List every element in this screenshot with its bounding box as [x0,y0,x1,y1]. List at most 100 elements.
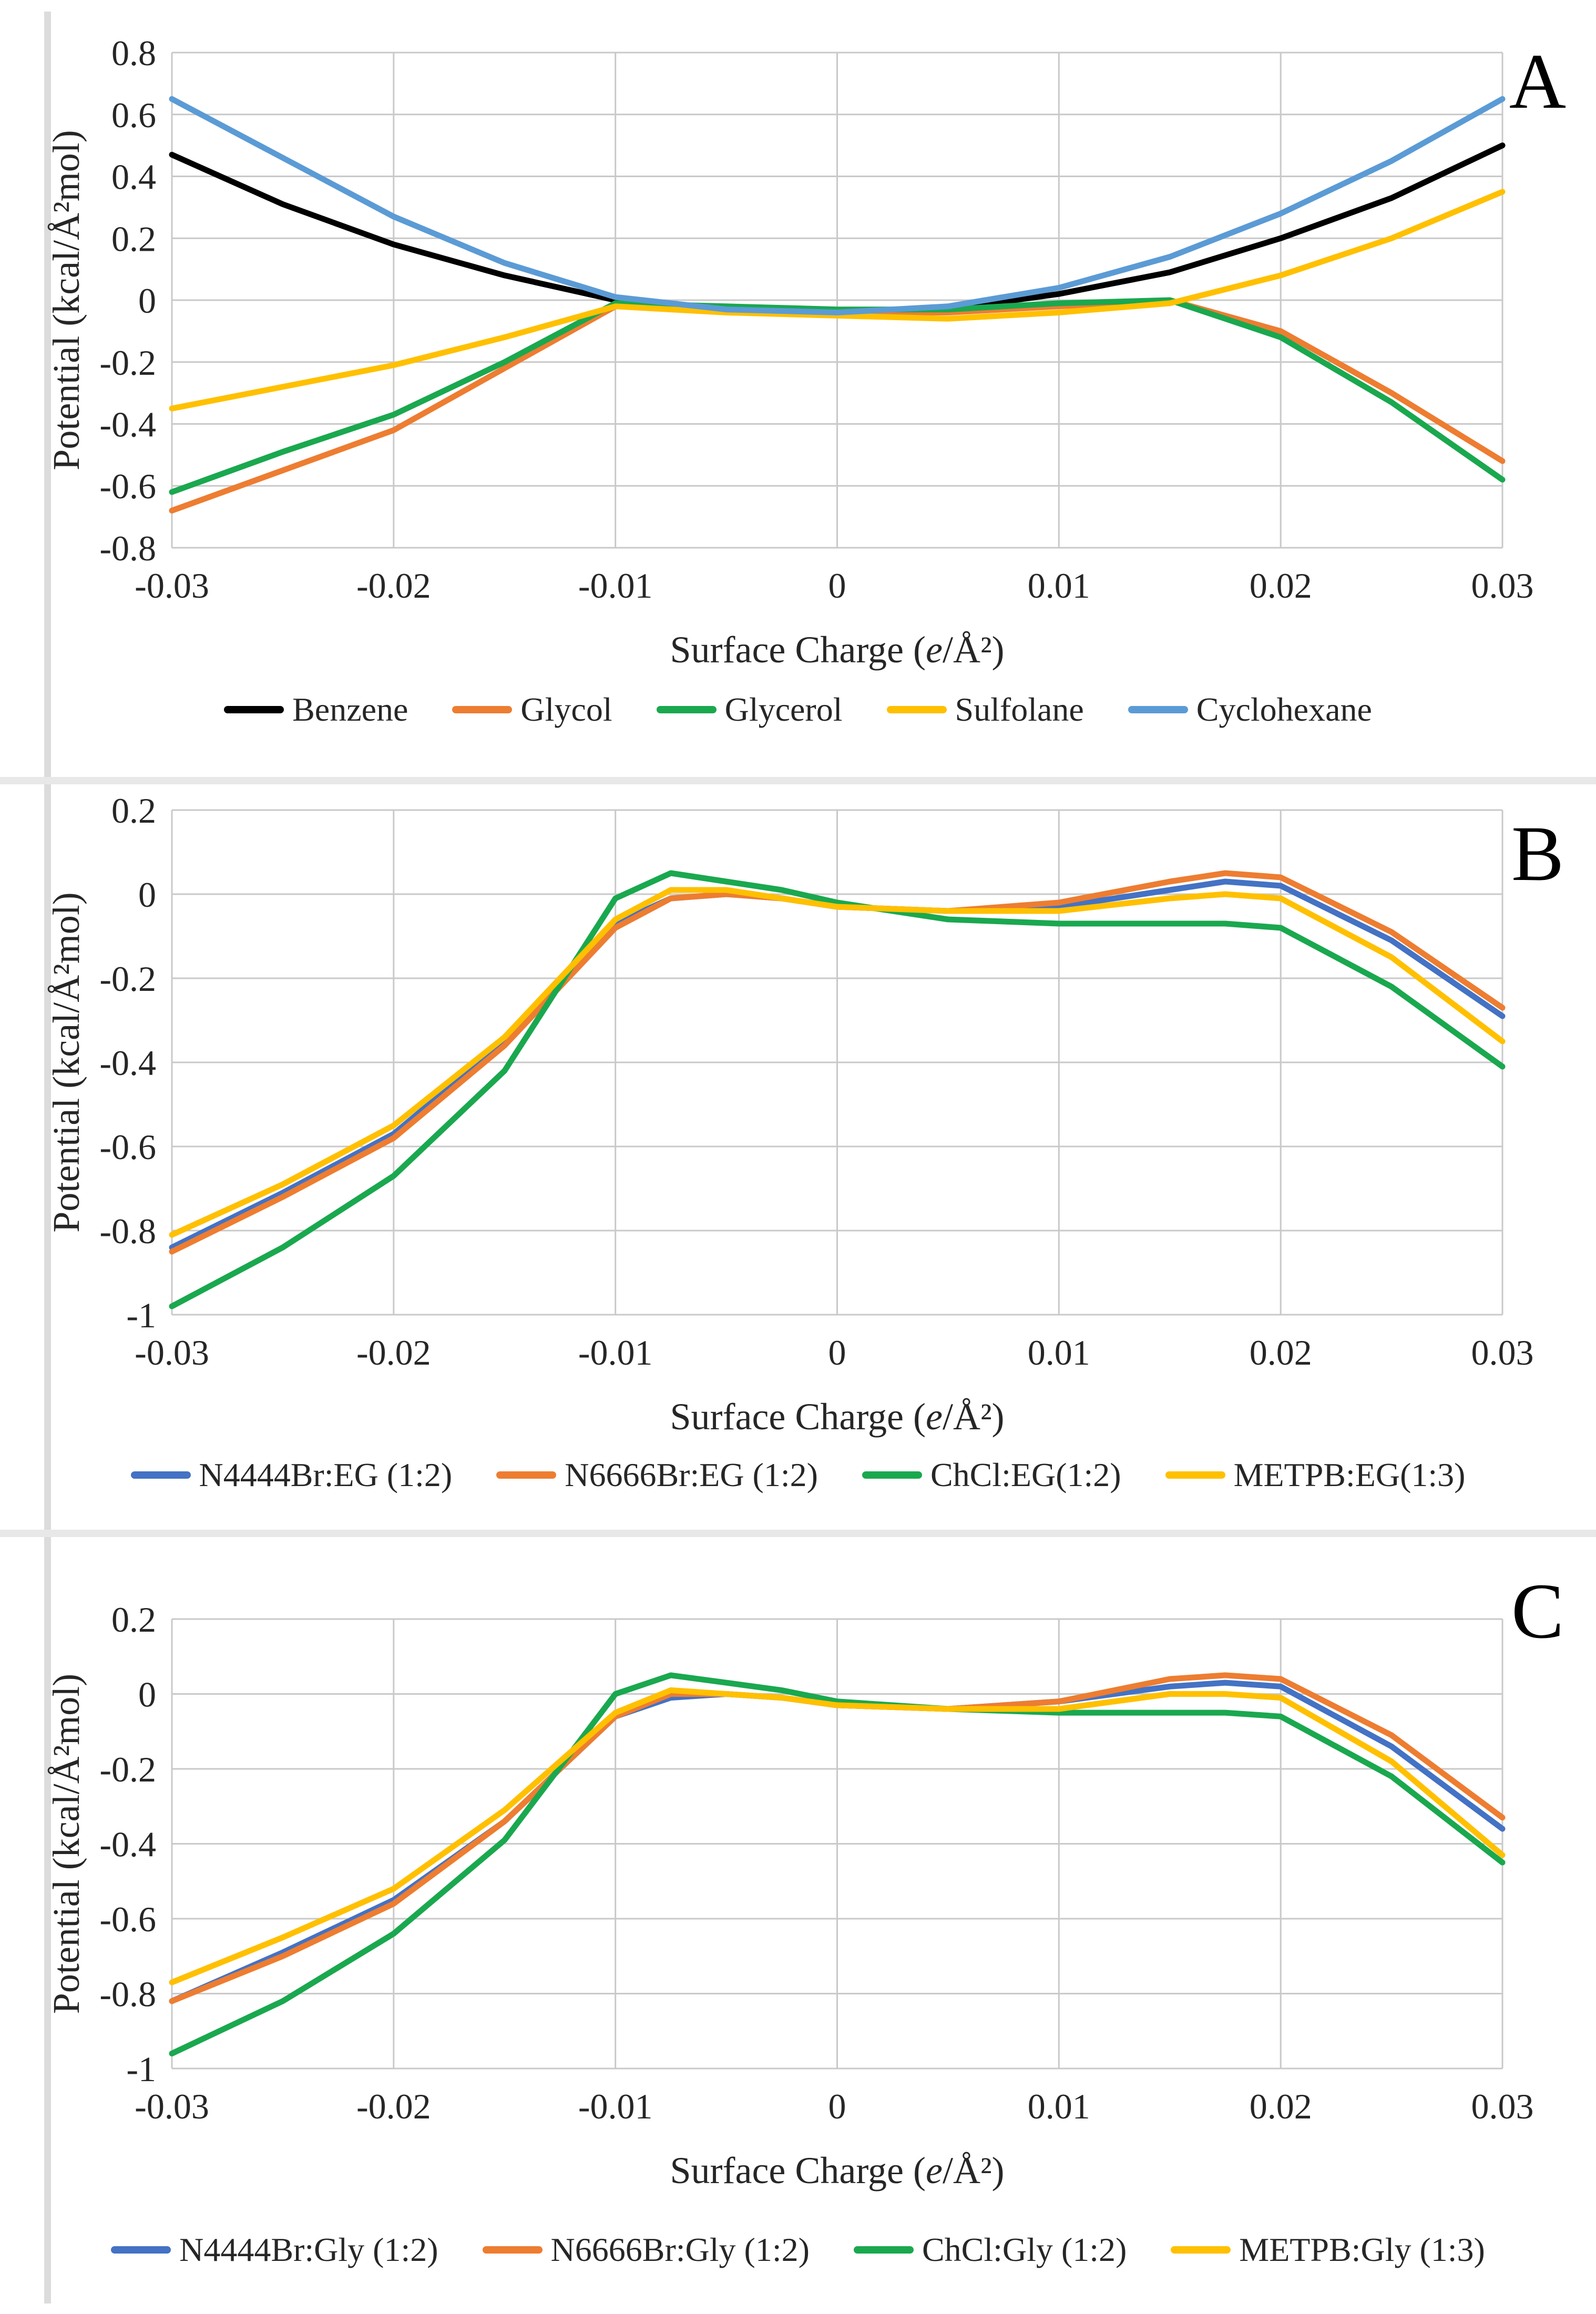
series-line-Glycerol [169,297,1506,495]
y-axis-title: Potential (kcal/Å²mol) [45,892,87,1232]
y-tick-label: -0.4 [99,1043,156,1083]
x-tick-label: 0.03 [1471,566,1534,606]
legend-item-ChCl-EG-1-2-: ChCl:EG(1:2) [862,1458,1121,1492]
y-tick-label: -0.2 [99,959,156,999]
legend-line-swatch [1171,2246,1231,2254]
legend-label: METPB:Gly (1:3) [1239,2231,1485,2268]
y-tick-label: -0.6 [99,1899,156,1939]
legend-label: Glycol [520,691,612,728]
x-tick-label: 0 [828,2086,846,2126]
x-axis-title: Surface Charge (e/Å²) [670,2149,1005,2192]
x-tick-label: -0.02 [356,566,431,606]
y-axis-title: Potential (kcal/Å²mol) [45,130,87,470]
x-tick-label: 0.03 [1471,2086,1534,2126]
panel-A: 0.8 0.6 0.4 0.2 0 -0.2 -0.4 -0.6 -0.8 -0.03 -0.02 -… [0,0,1596,726]
legend-C: N4444Br:Gly (1:2) N6666Br:Gly (1:2) ChCl:G… [0,2233,1596,2267]
legend-line-swatch [111,2246,171,2254]
legend-line-swatch [862,1471,922,1479]
panel-C: 0.2 0 -0.2 -0.4 -0.6 -0.8 -1 -0.03 -0.02 -0.01 0 0.… [0,1540,1596,2267]
y-tick-label: 0.4 [111,157,156,197]
x-tick-label: 0.01 [1028,566,1090,606]
y-tick-label: -1 [126,2049,156,2089]
x-tick-label: -0.01 [578,566,653,606]
x-tick-label: -0.03 [135,2086,209,2126]
panel-B: 0.2 0 -0.2 -0.4 -0.6 -0.8 -1 -0.03 -0.02 -0.01 0 0.… [0,786,1596,1492]
y-tick-label: 0 [138,281,156,321]
legend-item-N6666Br-Gly-1-2-: N6666Br:Gly (1:2) [482,2231,810,2268]
legend-line-swatch [496,1471,557,1479]
legend-item-Glycol: Glycol [452,693,612,726]
legend-label: Cyclohexane [1196,691,1372,728]
y-tick-label: -0.6 [99,1127,156,1167]
chart-C: 0.2 0 -0.2 -0.4 -0.6 -0.8 -1-0.03 -0.02 -0.01 0 0.… [45,1568,1564,2192]
chart-B: 0.2 0 -0.2 -0.4 -0.6 -0.8 -1-0.03 -0.02 -0.01 0 0.… [45,791,1564,1438]
legend-item-Benzene: Benzene [224,693,408,726]
legend-line-swatch [1165,1471,1225,1479]
legend-label: N4444Br:Gly (1:2) [179,2231,438,2268]
legend-line-swatch [452,706,513,713]
series-line-ChCl-Gly-1-2- [169,1672,1506,2056]
x-tick-label: -0.02 [356,2086,431,2126]
page-edge-strip [44,12,51,2303]
legend-A: Benzene Glycol Glycerol Sulfolane Cyclohexan… [0,693,1596,726]
legend-label: N4444Br:EG (1:2) [199,1456,453,1493]
legend-item-N4444Br-EG-1-2-: N4444Br:EG (1:2) [130,1456,453,1493]
legend-label: Sulfolane [955,691,1084,728]
legend-item-Cyclohexane: Cyclohexane [1128,693,1372,726]
panel-separator-1 [0,777,1596,784]
legend-label: ChCl:EG(1:2) [930,1456,1121,1493]
legend-label: N6666Br:EG (1:2) [565,1456,818,1493]
y-tick-label: 0.6 [111,95,156,135]
panel-separator-2 [0,1530,1596,1537]
y-tick-label: -0.4 [99,405,156,445]
x-tick-label: 0.02 [1250,2086,1312,2126]
legend-label: ChCl:Gly (1:2) [922,2231,1127,2268]
y-tick-label: 0 [138,875,156,915]
x-tick-label: 0.01 [1028,2086,1090,2126]
y-tick-label: -0.4 [99,1825,156,1865]
legend-line-swatch [1128,706,1188,713]
x-axis-title: Surface Charge (e/Å²) [670,1396,1005,1438]
panel-letter: B [1511,810,1564,897]
y-tick-label: -0.8 [99,1974,156,2014]
y-tick-label: -0.8 [99,528,156,568]
x-tick-label: 0.01 [1028,1333,1090,1373]
series-line-ChCl-EG-1-2- [169,870,1506,1309]
y-tick-label: 0 [138,1675,156,1715]
series-line-Sulfolane [169,189,1506,412]
x-tick-label: 0.02 [1250,1333,1312,1373]
x-axis-title: Surface Charge (e/Å²) [670,629,1005,671]
chart-A: 0.8 0.6 0.4 0.2 0 -0.2 -0.4 -0.6 -0.8-0.03 -0.02 -… [45,33,1566,671]
x-tick-label: 0.02 [1250,566,1312,606]
legend-label: N6666Br:Gly (1:2) [550,2231,810,2268]
legend-item-N6666Br-EG-1-2-: N6666Br:EG (1:2) [496,1458,818,1492]
y-tick-label: -1 [126,1295,156,1335]
legend-label: Benzene [292,691,408,728]
legend-line-swatch [224,706,284,713]
x-tick-label: 0.03 [1471,1333,1534,1373]
x-tick-label: -0.03 [135,1333,209,1373]
legend-item-METPB-Gly-1-3-: METPB:Gly (1:3) [1171,2233,1485,2267]
x-tick-label: 0 [828,1333,846,1373]
series-line-Cyclohexane [169,96,1506,315]
panel-letter: C [1511,1568,1564,1655]
y-tick-label: 0.2 [111,791,156,831]
y-axis-title: Potential (kcal/Å²mol) [45,1674,87,2014]
y-tick-label: -0.6 [99,466,156,506]
y-tick-label: 0.8 [111,33,156,73]
x-tick-label: -0.01 [578,1333,653,1373]
legend-line-swatch [853,2246,914,2254]
legend-item-Glycerol: Glycerol [656,693,843,726]
legend-label: METPB:EG(1:3) [1233,1456,1466,1493]
x-tick-label: 0 [828,566,846,606]
y-tick-label: -0.2 [99,343,156,383]
legend-line-swatch [482,2246,543,2254]
x-tick-label: -0.01 [578,2086,653,2126]
y-tick-label: 0.2 [111,219,156,259]
series-line-METPB-Gly-1-3- [169,1687,1506,1985]
legend-item-Sulfolane: Sulfolane [886,691,1084,728]
y-tick-label: 0.2 [111,1600,156,1640]
panel-letter: A [1509,38,1566,125]
legend-item-N4444Br-Gly-1-2-: N4444Br:Gly (1:2) [111,2233,438,2267]
